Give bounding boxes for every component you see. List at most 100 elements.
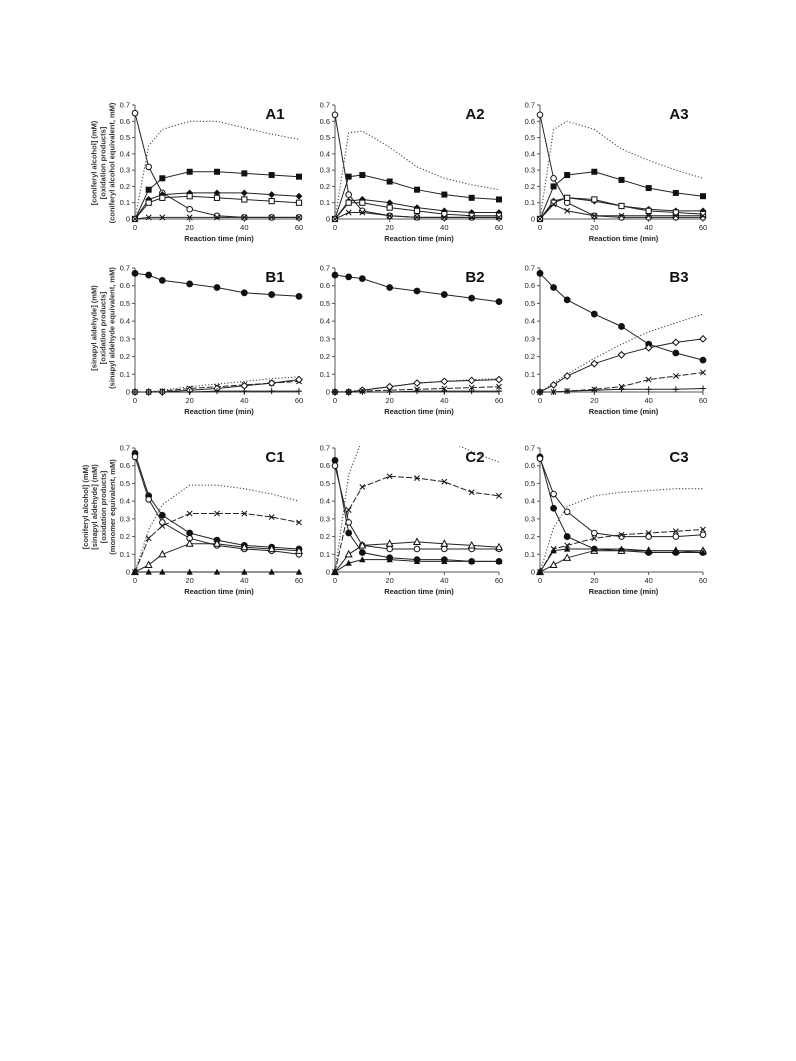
x-axis-label: Reaction time (min)	[384, 587, 454, 596]
data-point	[550, 183, 557, 190]
x-tick-label: 20	[590, 396, 598, 405]
series-line	[335, 475, 500, 573]
data-point	[331, 271, 339, 279]
series-none	[540, 313, 704, 393]
y-tick-label: 0.1	[525, 198, 535, 207]
y-tick-label: 0.7	[320, 101, 330, 110]
panel-label: B3	[669, 269, 688, 286]
data-point	[618, 202, 625, 210]
x-tick-label: 0	[538, 576, 542, 585]
series-line	[540, 529, 704, 573]
data-point	[145, 568, 152, 575]
y-tick-label: 0.1	[320, 370, 330, 379]
data-point	[186, 568, 193, 575]
series-line	[135, 453, 300, 550]
data-point	[699, 549, 707, 556]
data-point	[618, 176, 625, 183]
y-tick-label: 0.2	[525, 352, 535, 361]
y-tick-label: 0.2	[320, 532, 330, 541]
x-tick-label: 0	[333, 396, 337, 405]
data-point	[672, 349, 680, 357]
series-open-triangle	[130, 539, 304, 576]
data-point	[699, 211, 707, 218]
series-line	[540, 313, 704, 393]
data-point	[359, 389, 366, 395]
y-tick-label: 0.3	[120, 166, 130, 175]
x-axis-label: Reaction time (min)	[184, 234, 254, 243]
data-point	[414, 214, 420, 221]
x-axis-label: Reaction time (min)	[184, 407, 254, 416]
y-tick-label: 0.2	[525, 182, 535, 191]
series-line	[335, 465, 499, 550]
data-point	[345, 199, 352, 206]
series-line	[135, 543, 300, 573]
data-point	[441, 557, 448, 564]
x-tick-label: 60	[495, 396, 503, 405]
y-tick-label: 0	[326, 568, 330, 577]
x-tick-label: 40	[644, 576, 652, 585]
y-tick-label: 0.7	[525, 264, 535, 273]
data-point	[468, 388, 475, 395]
data-point	[267, 379, 276, 388]
y-tick-label: 0.2	[120, 532, 130, 541]
data-point	[158, 549, 167, 558]
data-point	[645, 376, 652, 383]
data-point	[412, 537, 422, 545]
data-point	[268, 291, 276, 298]
data-point	[159, 519, 166, 526]
y-tick-label: 0.1	[320, 550, 330, 559]
data-point	[550, 389, 557, 395]
data-point	[186, 510, 193, 517]
data-point	[550, 490, 557, 498]
data-point	[345, 529, 353, 537]
data-point	[214, 388, 220, 395]
data-point	[590, 359, 599, 368]
data-point	[563, 545, 571, 552]
x-tick-label: 20	[185, 576, 193, 585]
data-point	[241, 196, 248, 203]
data-point	[700, 212, 706, 219]
data-point	[294, 546, 304, 554]
data-point	[295, 199, 303, 206]
data-point	[268, 388, 275, 395]
y-tick-label: 0.5	[525, 299, 535, 308]
y-tick-label: 0.3	[120, 334, 130, 343]
data-point	[186, 280, 194, 288]
data-point	[467, 540, 476, 549]
data-point	[358, 549, 366, 556]
data-point	[468, 194, 475, 201]
data-point	[413, 379, 421, 388]
y-tick-label: 0.1	[120, 550, 130, 559]
data-point	[145, 389, 152, 395]
data-point	[672, 386, 679, 393]
series-filled-circle	[536, 453, 707, 556]
data-point	[386, 545, 393, 553]
data-point	[296, 519, 302, 526]
data-point	[213, 189, 221, 197]
y-tick-label: 0.4	[120, 149, 130, 158]
y-tick-label: 0.4	[525, 497, 535, 506]
data-point	[131, 269, 139, 277]
data-point	[344, 549, 353, 558]
data-point	[268, 214, 275, 221]
data-point	[145, 496, 152, 503]
data-point	[495, 212, 503, 219]
chart-c1: 0 0.1 0.2 0.3 0.4 0.5 0.6 0.7 0 20 40 60 Reaction ti…	[120, 444, 304, 597]
y-tick-label: 0.6	[120, 281, 130, 290]
series-line	[540, 458, 704, 538]
data-point	[240, 542, 249, 551]
data-point	[296, 173, 302, 180]
data-point	[212, 539, 222, 547]
data-point	[414, 388, 420, 395]
data-point	[591, 535, 598, 542]
data-point	[413, 557, 421, 564]
data-point	[563, 508, 571, 516]
data-point	[214, 510, 220, 517]
data-point	[213, 568, 221, 575]
series-line	[540, 272, 704, 361]
y-tick-label: 0.2	[120, 352, 130, 361]
data-point	[213, 194, 221, 201]
chart-c2: 0 0.1 0.2 0.3 0.4 0.5 0.6 0.7 0 20 40 60 Reaction ti…	[320, 444, 504, 597]
data-point	[645, 386, 652, 393]
